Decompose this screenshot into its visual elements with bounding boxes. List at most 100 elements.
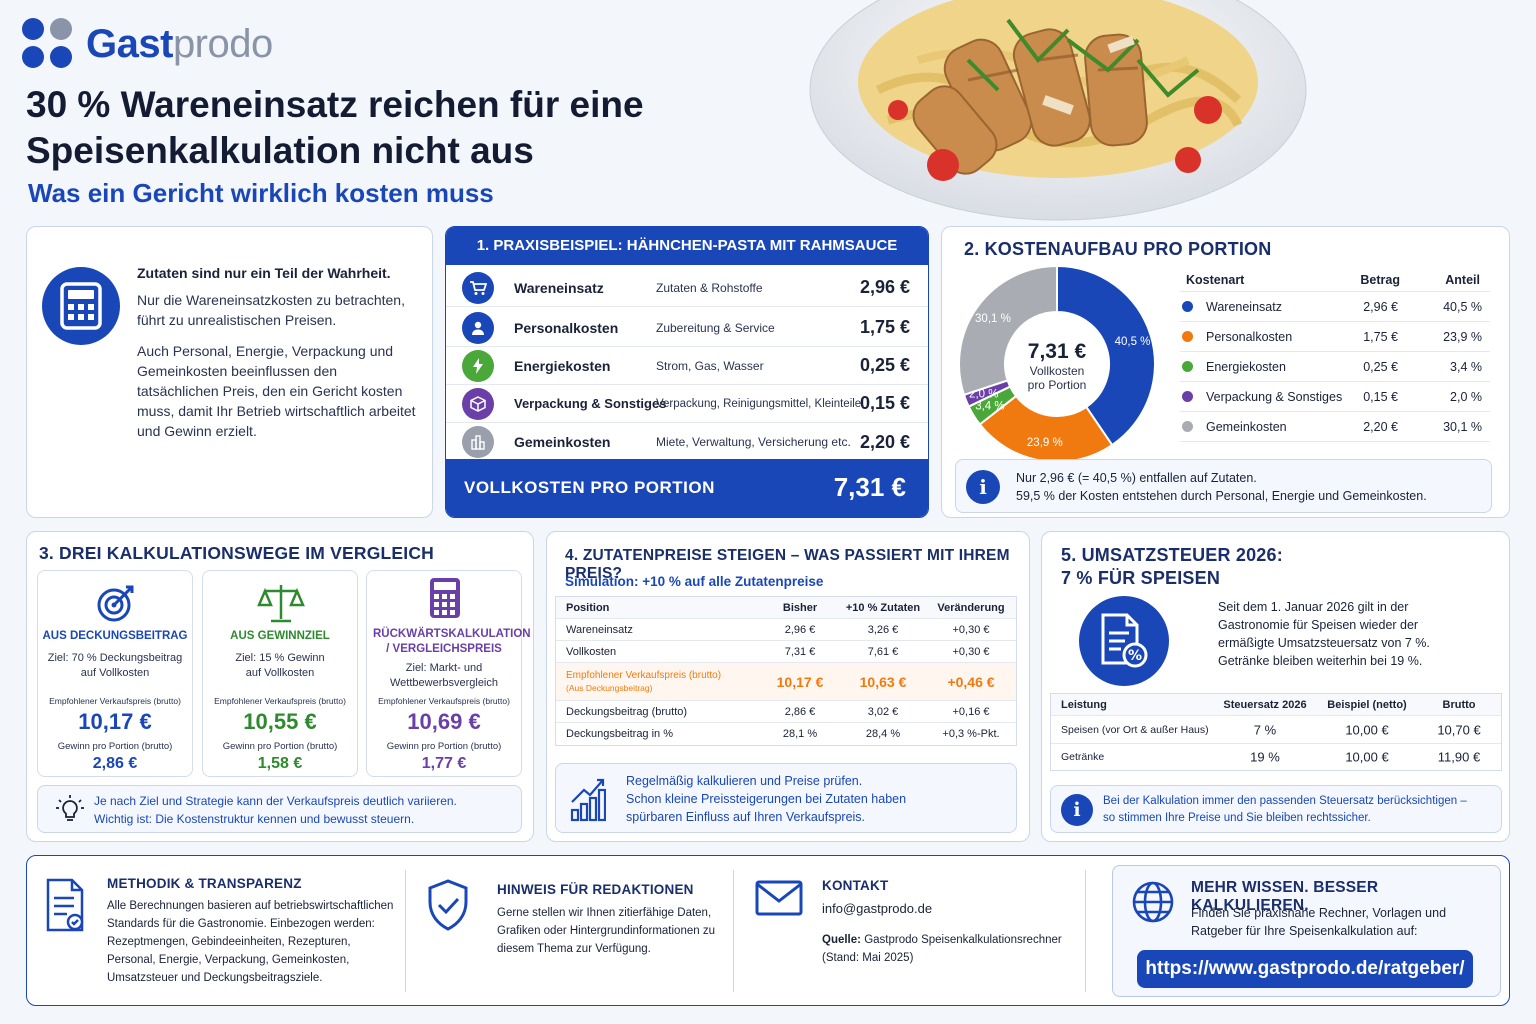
col-header: Bisher <box>782 601 818 614</box>
lightbulb-icon <box>56 795 84 821</box>
contact-title: KONTAKT <box>822 878 889 893</box>
page-title-line2: Speisenkalkulation nicht aus <box>26 130 534 171</box>
sim-row: Wareneinsatz 2,96 € 3,26 € +0,30 € <box>556 619 1016 641</box>
legend-dot <box>1182 361 1193 372</box>
calc-card-rec-label: Empfohlener Verkaufspreis (brutto) <box>214 696 346 706</box>
total-label: VOLLKOSTEN PRO PORTION <box>464 478 715 497</box>
legend-dot <box>1182 421 1193 432</box>
section4-note-line1: Regelmäßig kalkulieren und Preise prüfen… <box>626 774 863 788</box>
vat-cell: 11,90 € <box>1437 749 1481 765</box>
donut-slice-label: 3,4 % <box>975 401 1004 413</box>
calc-card-gain-label: Gewinn pro Portion (brutto) <box>386 741 502 752</box>
cost-label: Gemeinkosten <box>514 434 611 450</box>
calc-card-rec-label: Empfohlener Verkaufspreis (brutto) <box>378 696 510 706</box>
vat-row: Getränke 19 % 10,00 € 11,90 € <box>1051 744 1501 770</box>
sim-cell: Deckungsbeitrag (brutto) <box>566 705 688 718</box>
cost-desc: Strom, Gas, Wasser <box>656 358 764 373</box>
calc-card-gain: 2,86 € <box>92 755 138 772</box>
sim-cell: +0,16 € <box>952 705 990 718</box>
source-date: (Stand: Mai 2025) <box>822 952 914 964</box>
pasta-plate-image <box>809 0 1307 221</box>
svg-text:%: % <box>1128 648 1142 664</box>
col-header: Veränderung <box>937 601 1005 614</box>
cta-url-button[interactable]: https://www.gastprodo.de/ratgeber/ <box>1137 950 1473 988</box>
donut-slice <box>1056 264 1156 447</box>
calc-card-rec-label: Empfohlener Verkaufspreis (brutto) <box>49 696 181 706</box>
brand-logo[interactable]: Gastprodo <box>86 22 273 67</box>
cost-row-verpackung: Verpackung & Sonstiges Verpackung, Reini… <box>446 385 928 423</box>
vat-cell: 10,00 € <box>1345 722 1389 737</box>
lightning-icon <box>462 349 494 382</box>
sim-cell: +0,3 %-Pkt. <box>942 728 1000 740</box>
intro-heading: Zutaten sind nur ein Teil der Wahrheit. <box>137 265 391 281</box>
col-header: Steuersatz 2026 <box>1223 698 1307 711</box>
cost-amount: 0,15 € <box>859 393 910 413</box>
footer-divider <box>405 870 406 992</box>
cost-row-gemeinkosten: Gemeinkosten Miete, Verwaltung, Versiche… <box>446 423 928 461</box>
col-header: Kostenart <box>1186 272 1245 287</box>
share-cell: 23,9 % <box>1443 329 1482 344</box>
sim-cell: 2,96 € <box>784 623 816 636</box>
cart-icon <box>462 271 494 304</box>
donut-slice-label: 40,5 % <box>1115 336 1151 348</box>
press-text: Gerne stellen wir Ihnen zitierfähige Dat… <box>497 907 715 955</box>
section4-subtitle: Simulation: +10 % auf alle Zutatenpreise <box>565 574 824 589</box>
cost-label: Verpackung & Sonstiges <box>514 396 667 411</box>
contact-email[interactable]: info@gastprodo.de <box>822 901 933 916</box>
vat-cell: 19 % <box>1250 749 1280 765</box>
amount-cell: 1,75 € <box>1363 329 1398 344</box>
calc-card-title: RÜCKWÄRTSKALKULATION / VERGLEICHSPREIS <box>373 628 531 655</box>
tax-document-icon: % <box>1079 596 1169 686</box>
brand-name-part1: Gast <box>86 22 173 66</box>
calc-card-goal: auf Vollkosten <box>245 667 315 679</box>
cost-desc: Zubereitung & Service <box>656 320 775 335</box>
person-icon <box>462 311 494 344</box>
vat-cell: Speisen (vor Ort & außer Haus) <box>1061 723 1209 736</box>
source-block: Quelle: Gastprodo Speisenkalkulationsrec… <box>822 931 1072 967</box>
sim-cell: 3,26 € <box>867 623 899 636</box>
sim-cell: +0,30 € <box>952 623 990 636</box>
section2-note-line1: Nur 2,96 € (= 40,5 %) entfallen auf Zuta… <box>1016 471 1257 485</box>
sim-highlight-after: 10,63 € <box>859 673 907 690</box>
section2-title: 2. KOSTENAUFBAU PRO PORTION <box>964 239 1272 259</box>
calc-card-goal: Wettbewerbsvergleich <box>389 677 498 689</box>
share-cell: 2,0 % <box>1450 389 1482 404</box>
legend-label: Wareneinsatz <box>1206 299 1282 314</box>
section3-note-line2: Wichtig ist: Die Kostenstruktur kennen u… <box>94 812 415 826</box>
shield-check-icon <box>428 879 468 931</box>
donut-center-line1: Vollkosten <box>1029 364 1085 378</box>
cost-share-row: Wareneinsatz 2,96 € 40,5 % <box>1180 292 1490 322</box>
vat-row: Speisen (vor Ort & außer Haus) 7 % 10,00… <box>1051 716 1501 744</box>
legend-dot <box>1182 301 1193 312</box>
section4-title: 4. ZUTATENPREISE STEIGEN – WAS PASSIERT … <box>565 547 1010 582</box>
vat-table: Leistung Steuersatz 2026 Beispiel (netto… <box>1050 693 1502 771</box>
legend-label: Verpackung & Sonstiges <box>1206 389 1343 404</box>
calc-card-gewinnziel: AUS GEWINNZIEL Ziel: 15 % Gewinn auf Vol… <box>202 570 358 777</box>
section4-note-line3: spürbaren Einfluss auf Ihren Verkaufspre… <box>626 810 866 824</box>
sim-cell: 7,61 € <box>867 645 899 658</box>
vat-cell: 7 % <box>1253 722 1277 737</box>
share-cell: 3,4 % <box>1450 359 1482 374</box>
cost-amount: 2,20 € <box>859 431 910 452</box>
cost-share-row: Energiekosten 0,25 € 3,4 % <box>1180 352 1490 382</box>
share-cell: 40,5 % <box>1443 299 1482 314</box>
sim-row: Deckungsbeitrag (brutto) 2,86 € 3,02 € +… <box>556 701 1016 723</box>
sim-highlight-label: Empfohlener Verkaufspreis (brutto) (Aus … <box>566 669 721 695</box>
section2-note: i Nur 2,96 € (= 40,5 %) entfallen auf Zu… <box>955 459 1492 513</box>
cost-label: Energiekosten <box>514 357 611 374</box>
col-header: Leistung <box>1061 698 1107 711</box>
cost-row-energie: Energiekosten Strom, Gas, Wasser 0,25 € <box>446 347 928 385</box>
calc-card-title: AUS GEWINNZIEL <box>230 630 330 642</box>
intro-card: Zutaten sind nur ein Teil der Wahrheit. … <box>26 226 433 518</box>
calc-card-gain: 1,77 € <box>421 755 467 772</box>
sim-cell: 28,4 % <box>865 728 901 740</box>
intro-paragraph-1: Nur die Wareneinsatzkosten zu betrachten… <box>137 292 405 328</box>
legend-label: Personalkosten <box>1206 329 1293 344</box>
cost-share-row: Personalkosten 1,75 € 23,9 % <box>1180 322 1490 352</box>
calc-card-goal: Ziel: 70 % Deckungsbeitrag <box>47 652 183 664</box>
donut-slice <box>958 264 1058 397</box>
sim-highlight-before: 10,17 € <box>776 673 824 690</box>
amount-cell: 2,20 € <box>1363 419 1398 434</box>
info-icon: i <box>966 470 1000 504</box>
section4-note: Regelmäßig kalkulieren und Preise prüfen… <box>555 763 1017 833</box>
